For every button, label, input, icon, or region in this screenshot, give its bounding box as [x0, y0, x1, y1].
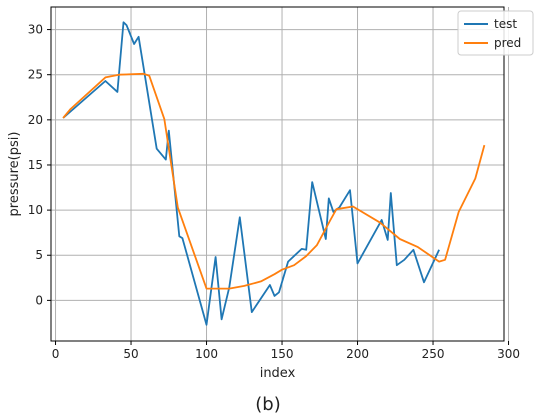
y-tick-label: 5 — [35, 248, 43, 262]
x-axis-label: index — [260, 366, 296, 381]
x-tick-label: 250 — [422, 347, 445, 361]
plot-frame — [50, 6, 505, 342]
x-tick-label: 150 — [271, 347, 294, 361]
series-line-test — [62, 21, 440, 326]
y-tick-label: 30 — [28, 23, 43, 37]
figure-caption: (b) — [255, 394, 280, 415]
axis-ticks: 0 50 100 150 200 250 300 0 5 10 15 20 25 30 — [28, 23, 520, 361]
y-tick-label: 20 — [28, 113, 43, 127]
legend-label-pred: pred — [494, 36, 521, 50]
series-line-pred — [62, 72, 486, 290]
legend-label-test: test — [494, 17, 517, 31]
legend: test pred — [457, 10, 534, 56]
x-tick-label: 0 — [52, 347, 60, 361]
grid-lines — [51, 7, 510, 341]
x-tick-label: 50 — [123, 347, 138, 361]
x-tick-label: 100 — [195, 347, 218, 361]
y-tick-label: 0 — [35, 293, 43, 307]
x-tick-label: 200 — [346, 347, 369, 361]
y-tick-label: 10 — [28, 203, 43, 217]
x-tick-label: 300 — [497, 347, 520, 361]
y-tick-label: 15 — [28, 158, 43, 172]
y-tick-label: 25 — [28, 68, 43, 82]
y-axis-label: pressure(psi) — [7, 132, 22, 217]
series-layer — [62, 21, 486, 326]
